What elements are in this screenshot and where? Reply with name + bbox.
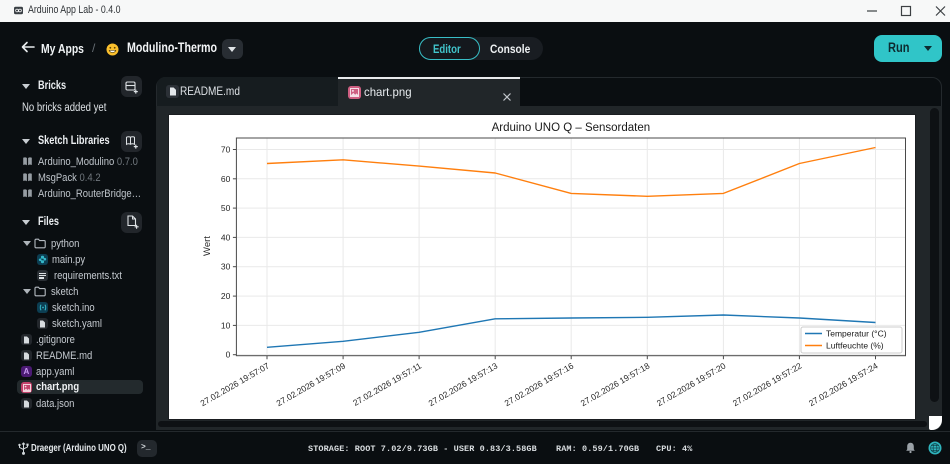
- svg-text:Wert: Wert: [202, 236, 213, 256]
- svg-text:40: 40: [221, 232, 231, 242]
- svg-text:30: 30: [221, 262, 231, 272]
- svg-text:Arduino UNO Q – Sensordaten: Arduino UNO Q – Sensordaten: [492, 122, 651, 134]
- svg-text:50: 50: [221, 203, 231, 213]
- svg-text:Luftfeuchte (%): Luftfeuchte (%): [826, 341, 884, 351]
- svg-text:70: 70: [221, 145, 231, 155]
- svg-text:60: 60: [221, 174, 231, 184]
- svg-text:0: 0: [226, 350, 231, 360]
- svg-text:10: 10: [221, 320, 231, 330]
- svg-text:20: 20: [221, 291, 231, 301]
- svg-text:Temperatur (°C): Temperatur (°C): [826, 329, 887, 339]
